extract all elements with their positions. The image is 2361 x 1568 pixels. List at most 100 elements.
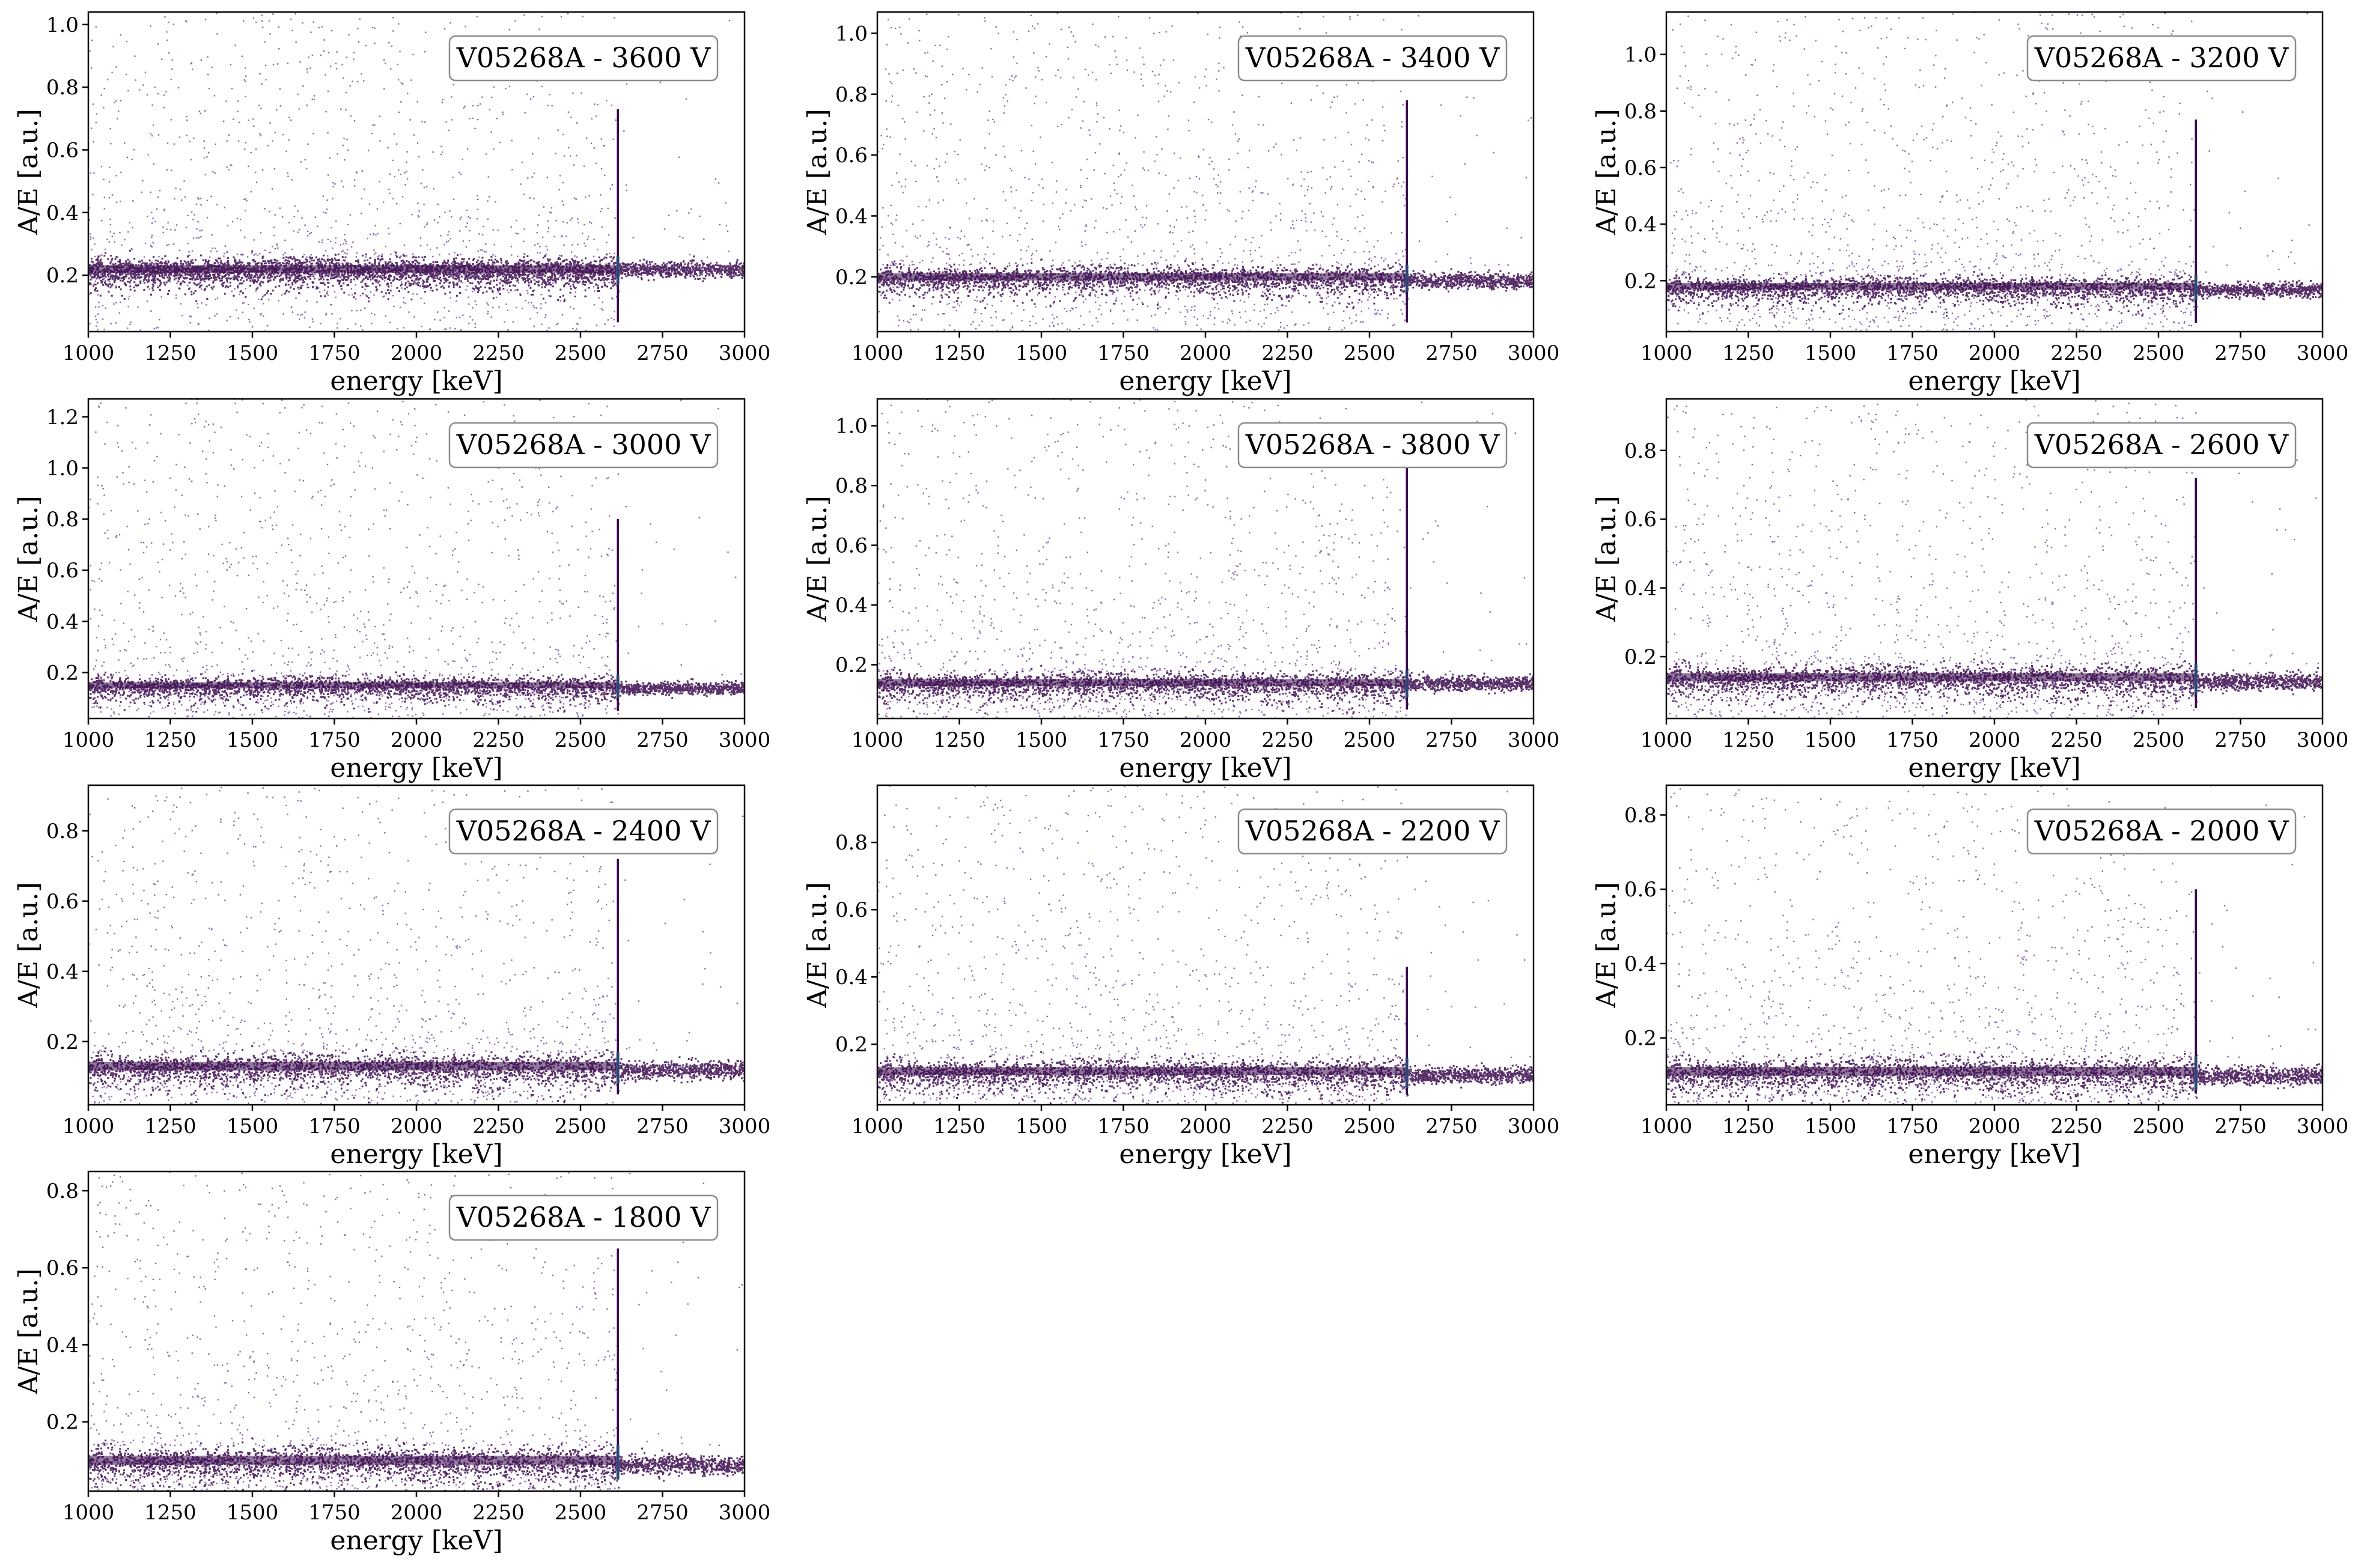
- x-tick-label: 1500: [227, 728, 279, 752]
- x-tick-label: 1000: [1641, 341, 1693, 365]
- x-tick-label: 1750: [308, 728, 361, 752]
- x-tick-label: 2750: [2214, 1114, 2267, 1138]
- x-tick-label: 2750: [636, 341, 689, 365]
- x-tick-label: 1750: [1886, 341, 1939, 365]
- x-tick-label: 1500: [1805, 728, 1857, 752]
- band-core: [88, 265, 618, 273]
- x-tick-label: 2750: [1425, 728, 1478, 752]
- x-tick-label: 1000: [62, 1114, 115, 1138]
- x-tick-label: 1750: [1886, 1114, 1939, 1138]
- x-tick-label: 1000: [62, 341, 115, 365]
- x-tick-label: 2500: [555, 728, 607, 752]
- x-tick-label: 2250: [472, 1501, 525, 1525]
- x-tick-label: 1500: [227, 1114, 279, 1138]
- x-tick-label: 1250: [933, 1114, 986, 1138]
- x-tick-label: 2500: [1344, 728, 1396, 752]
- y-tick-label: 0.2: [1624, 645, 1657, 669]
- x-tick-label: 1750: [1097, 341, 1150, 365]
- y-tick-label: 0.2: [835, 1033, 868, 1057]
- y-axis-label: A/E [a.u.]: [1591, 109, 1622, 236]
- peak-marker: [1405, 670, 1409, 697]
- chart-panel: 1000 1250 1500 1750 2000 2250 2500 2750 30000.20…: [802, 387, 1559, 783]
- band-points: [88, 670, 746, 713]
- legend-label: V05268A - 2000 V: [2034, 815, 2289, 847]
- x-axis-label: energy [keV]: [330, 1139, 502, 1170]
- x-tick-label: 1500: [1805, 1114, 1857, 1138]
- x-tick-label: 2500: [1344, 341, 1396, 365]
- x-tick-label: 1750: [1097, 728, 1150, 752]
- y-tick-label: 0.6: [46, 1256, 79, 1280]
- x-tick-label: 3000: [2297, 1114, 2349, 1138]
- x-tick-label: 2750: [636, 728, 689, 752]
- x-tick-label: 2000: [1180, 1114, 1232, 1138]
- x-tick-label: 1250: [933, 728, 986, 752]
- chart-panel: 1000 1250 1500 1750 2000 2250 2500 2750 30000.20…: [13, 389, 770, 783]
- y-tick-label: 0.2: [46, 661, 79, 685]
- band-points: [877, 1051, 1535, 1107]
- x-tick-label: 2250: [2050, 728, 2103, 752]
- peak-marker: [616, 1445, 620, 1480]
- x-tick-label: 2000: [1180, 728, 1232, 752]
- x-tick-label: 1750: [308, 1501, 361, 1525]
- x-tick-label: 1500: [227, 341, 279, 365]
- y-axis-label: A/E [a.u.]: [802, 109, 833, 236]
- y-tick-label: 0.2: [46, 1411, 79, 1435]
- x-tick-label: 1000: [851, 728, 904, 752]
- legend-label: V05268A - 1800 V: [456, 1201, 711, 1233]
- x-tick-label: 1250: [1722, 341, 1775, 365]
- x-tick-label: 3000: [2297, 728, 2349, 752]
- x-tick-label: 1500: [1016, 341, 1068, 365]
- x-tick-label: 2000: [1969, 341, 2021, 365]
- peak-marker: [2194, 663, 2198, 694]
- x-tick-label: 2000: [1969, 728, 2021, 752]
- y-tick-label: 0.4: [835, 965, 868, 989]
- legend-label: V05268A - 3800 V: [1245, 428, 1500, 461]
- y-tick-label: 0.4: [46, 1333, 79, 1357]
- x-tick-label: 2250: [2050, 1114, 2103, 1138]
- y-axis-label: A/E [a.u.]: [1591, 496, 1622, 622]
- x-tick-label: 1500: [227, 1501, 279, 1525]
- y-tick-label: 0.8: [1624, 439, 1657, 463]
- x-tick-label: 2000: [1969, 1114, 2021, 1138]
- x-tick-label: 2000: [391, 1501, 443, 1525]
- y-tick-label: 0.6: [1624, 508, 1657, 532]
- chart-panel: 1000 1250 1500 1750 2000 2250 2500 2750 30000.20…: [1591, 771, 2348, 1170]
- band-core: [877, 273, 1407, 281]
- x-tick-label: 2500: [555, 341, 607, 365]
- x-tick-label: 1000: [62, 1501, 115, 1525]
- x-tick-label: 1750: [308, 1114, 361, 1138]
- y-tick-label: 0.6: [835, 144, 868, 168]
- y-tick-label: 0.2: [1624, 269, 1657, 293]
- x-tick-label: 2750: [636, 1501, 689, 1525]
- chart-panel: 1000 1250 1500 1750 2000 2250 2500 2750 30000.20…: [1591, 1, 2348, 397]
- x-tick-label: 2250: [1261, 728, 1314, 752]
- band-points: [877, 259, 1535, 309]
- x-tick-label: 1500: [1805, 341, 1857, 365]
- y-tick-label: 0.4: [835, 204, 868, 228]
- band-points: [1666, 1050, 2324, 1111]
- band-points: [1666, 270, 2324, 317]
- x-tick-label: 1000: [1641, 728, 1693, 752]
- x-tick-label: 1000: [851, 341, 904, 365]
- x-tick-label: 3000: [719, 1114, 771, 1138]
- band-core: [1666, 673, 2196, 681]
- band-core: [1666, 1067, 2196, 1076]
- chart-panel: 1000 1250 1500 1750 2000 2250 2500 2750 30000.20…: [13, 1156, 770, 1556]
- x-tick-label: 2750: [2214, 341, 2267, 365]
- y-tick-label: 0.4: [46, 201, 79, 225]
- y-tick-label: 1.0: [835, 22, 868, 46]
- legend-label: V05268A - 2600 V: [2034, 428, 2289, 461]
- x-tick-label: 1250: [933, 341, 986, 365]
- y-tick-label: 0.8: [1624, 100, 1657, 124]
- y-tick-label: 0.8: [46, 508, 79, 532]
- band-core: [877, 1067, 1407, 1075]
- x-tick-label: 2250: [2050, 341, 2103, 365]
- peak-marker: [616, 1052, 620, 1084]
- x-tick-label: 1000: [62, 728, 115, 752]
- x-axis-label: energy [keV]: [1119, 1139, 1291, 1170]
- x-tick-label: 1250: [144, 1114, 196, 1138]
- y-tick-label: 0.8: [46, 1179, 79, 1203]
- x-tick-label: 3000: [1508, 341, 1560, 365]
- y-tick-label: 0.6: [835, 534, 868, 558]
